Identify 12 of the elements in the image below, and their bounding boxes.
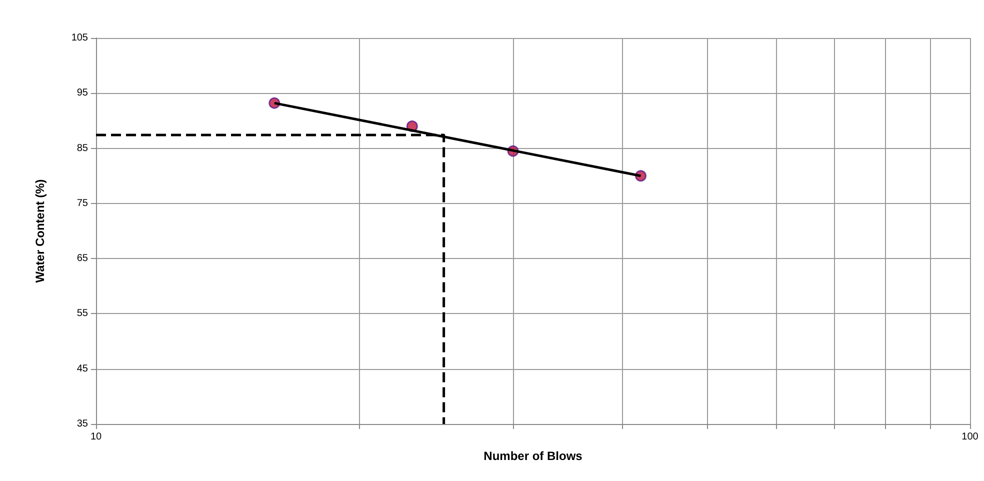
- y-tick-label: 55: [76, 308, 88, 320]
- x-axis-title: Number of Blows: [484, 449, 583, 463]
- x-tick-label: 100: [962, 432, 979, 442]
- y-tick-label: 85: [76, 142, 88, 154]
- x-tick-label: 10: [90, 432, 102, 442]
- y-tick-label: 105: [71, 32, 88, 44]
- y-tick-label: 35: [76, 418, 88, 430]
- y-axis-title: Water Content (%): [33, 179, 47, 283]
- y-tick-label: 95: [76, 88, 88, 99]
- y-tick-label: 45: [76, 363, 88, 374]
- y-tick-label: 75: [76, 198, 88, 209]
- y-tick-label: 65: [76, 253, 88, 264]
